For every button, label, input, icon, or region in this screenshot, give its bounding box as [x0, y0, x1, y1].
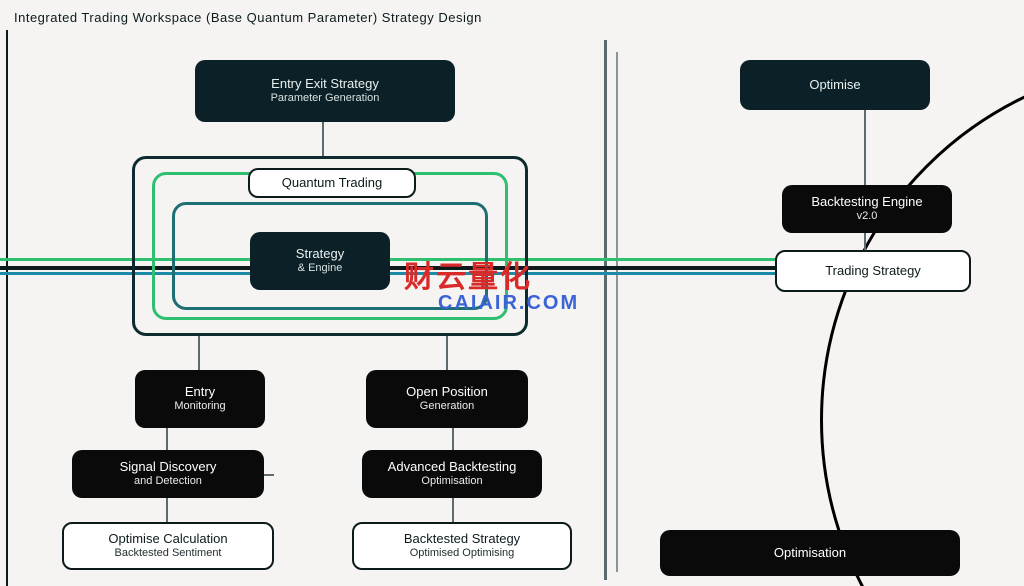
node-n_right_top: Optimise	[740, 60, 930, 110]
connector-line	[452, 498, 454, 522]
connector-line	[166, 498, 168, 522]
node-line2: and Detection	[134, 475, 202, 488]
node-line2: Generation	[420, 400, 474, 413]
vertical-divider	[604, 40, 607, 580]
node-n_right_mid: Backtesting Enginev2.0	[782, 185, 952, 233]
diagram-canvas: Integrated Trading Workspace (Base Quant…	[0, 0, 1024, 586]
watermark-primary: 财云量化	[404, 252, 532, 296]
node-line2: Monitoring	[174, 400, 225, 413]
node-line1: Open Position	[406, 385, 488, 400]
node-n_b1: EntryMonitoring	[135, 370, 265, 428]
node-line2: Parameter Generation	[271, 92, 380, 105]
decorative-arc	[820, 60, 1024, 586]
node-line1: Entry Exit Strategy	[271, 77, 379, 92]
node-n_d1: Optimise CalculationBacktested Sentiment	[62, 522, 274, 570]
node-line1: Backtesting Engine	[811, 195, 922, 210]
node-n_br: Optimisation	[660, 530, 960, 576]
node-line2: Optimisation	[421, 475, 482, 488]
connector-line	[322, 122, 324, 156]
node-n_c2: Advanced BacktestingOptimisation	[362, 450, 542, 498]
node-line1: Strategy	[296, 247, 344, 262]
diagram-title: Integrated Trading Workspace (Base Quant…	[14, 10, 482, 25]
vertical-divider	[616, 52, 618, 572]
connector-line	[198, 336, 200, 370]
node-line1: Advanced Backtesting	[388, 460, 517, 475]
node-line1: Optimise	[809, 78, 860, 93]
node-line1: Trading Strategy	[825, 264, 921, 279]
connector-line	[446, 336, 448, 370]
node-n_center: Strategy& Engine	[250, 232, 390, 290]
connector-line	[166, 428, 168, 450]
node-line2: Backtested Sentiment	[114, 547, 221, 560]
node-line2: Optimised Optimising	[410, 547, 515, 560]
node-n_d2: Backtested StrategyOptimised Optimising	[352, 522, 572, 570]
connector-line	[452, 428, 454, 450]
node-n_c1: Signal Discoveryand Detection	[72, 450, 264, 498]
node-line1: Backtested Strategy	[404, 532, 520, 547]
left-frame-line	[6, 30, 8, 586]
node-line1: Signal Discovery	[120, 460, 217, 475]
node-n_b2: Open PositionGeneration	[366, 370, 528, 428]
node-n_center_lbl: Quantum Trading	[248, 168, 416, 198]
node-n_right_out: Trading Strategy	[775, 250, 971, 292]
node-line1: Quantum Trading	[282, 176, 382, 191]
node-line1: Optimise Calculation	[108, 532, 227, 547]
watermark-secondary: CAIAIR.COM	[438, 292, 579, 315]
connector-line	[864, 110, 866, 185]
node-line2: v2.0	[857, 210, 878, 223]
node-line1: Optimisation	[774, 546, 846, 561]
connector-line	[864, 233, 866, 250]
node-line1: Entry	[185, 385, 215, 400]
node-n_top: Entry Exit StrategyParameter Generation	[195, 60, 455, 122]
node-line2: & Engine	[298, 262, 343, 275]
